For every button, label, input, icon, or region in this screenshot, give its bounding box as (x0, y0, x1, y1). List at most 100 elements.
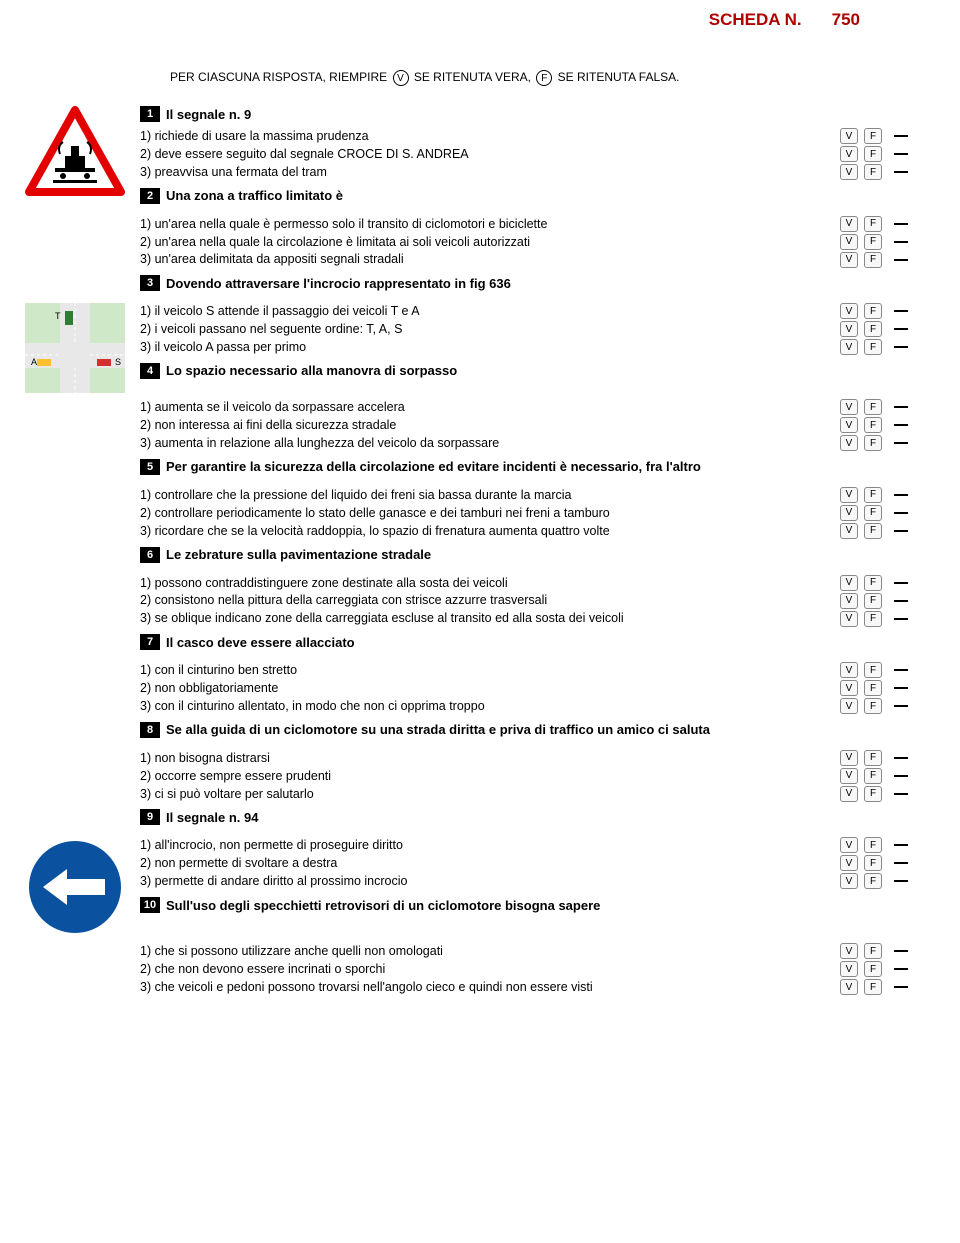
v-button[interactable]: V (840, 435, 858, 451)
answer-dash-icon (894, 793, 908, 795)
v-button[interactable]: V (840, 979, 858, 995)
vf-column: VF VF VF (840, 128, 920, 182)
v-button[interactable]: V (840, 786, 858, 802)
f-button[interactable]: F (864, 837, 882, 853)
f-button[interactable]: F (864, 698, 882, 714)
f-button[interactable]: F (864, 216, 882, 232)
question-number: 6 (140, 547, 160, 563)
v-button[interactable]: V (840, 873, 858, 889)
v-button[interactable]: V (840, 128, 858, 144)
f-button[interactable]: F (864, 575, 882, 591)
answer-dash-icon (894, 880, 908, 882)
f-button[interactable]: F (864, 321, 882, 337)
f-button[interactable]: F (864, 164, 882, 180)
question-block: 1) controllare che la pressione del liqu… (20, 487, 920, 569)
answer-line: 3) preavvisa una fermata del tram (140, 164, 840, 181)
answer-line: 2) consistono nella pittura della carreg… (140, 592, 840, 609)
f-button[interactable]: F (864, 611, 882, 627)
v-button[interactable]: V (840, 399, 858, 415)
v-button[interactable]: V (840, 575, 858, 591)
sheet-header: SCHEDA N. 750 (20, 10, 920, 30)
v-button[interactable]: V (840, 164, 858, 180)
v-button[interactable]: V (840, 417, 858, 433)
question-block: 1) non bisogna distrarsi 2) occorre semp… (20, 750, 920, 832)
answers-text: 1) un'area nella quale è permesso solo i… (140, 216, 840, 270)
answer-line: 3) aumenta in relazione alla lunghezza d… (140, 435, 840, 452)
v-button[interactable]: V (840, 339, 858, 355)
v-button[interactable]: V (840, 750, 858, 766)
answers-row: 1) il veicolo S attende il passaggio dei… (140, 303, 920, 357)
answer-line: 3) il veicolo A passa per primo (140, 339, 840, 356)
answers-text: 1) che si possono utilizzare anche quell… (140, 943, 840, 997)
v-button[interactable]: V (840, 234, 858, 250)
v-button[interactable]: V (840, 855, 858, 871)
v-button[interactable]: V (840, 662, 858, 678)
f-button[interactable]: F (864, 399, 882, 415)
question-block: 1) con il cinturino ben stretto 2) non o… (20, 662, 920, 744)
question-title-row: 1 Il segnale n. 9 (140, 106, 920, 122)
figure-column (20, 943, 140, 1003)
questions-container: 1 Il segnale n. 9 1) richiede di usare l… (20, 106, 920, 1009)
v-button[interactable]: V (840, 593, 858, 609)
answer-dash-icon (894, 757, 908, 759)
f-button[interactable]: F (864, 786, 882, 802)
question-number: 9 (140, 809, 160, 825)
v-button[interactable]: V (840, 523, 858, 539)
v-button[interactable]: V (840, 487, 858, 503)
v-button[interactable]: V (840, 146, 858, 162)
f-button[interactable]: F (864, 303, 882, 319)
question-title-row: 9 Il segnale n. 94 (140, 809, 920, 825)
answer-line: 2) non obbligatoriamente (140, 680, 840, 697)
v-button[interactable]: V (840, 768, 858, 784)
vf-column: VF VF VF (840, 303, 920, 357)
question-block: T A S 1) il veicolo S attende il passagg… (20, 303, 920, 393)
v-button[interactable]: V (840, 216, 858, 232)
f-button[interactable]: F (864, 662, 882, 678)
question-block: 1) all'incrocio, non permette di prosegu… (20, 837, 920, 937)
f-button[interactable]: F (864, 252, 882, 268)
vf-column: VF VF VF (840, 487, 920, 541)
f-button[interactable]: F (864, 435, 882, 451)
v-button[interactable]: V (840, 961, 858, 977)
answers-text: 1) aumenta se il veicolo da sorpassare a… (140, 399, 840, 453)
v-button[interactable]: V (840, 943, 858, 959)
f-button[interactable]: F (864, 417, 882, 433)
vf-column: VF VF VF (840, 399, 920, 453)
v-button[interactable]: V (840, 698, 858, 714)
svg-text:A: A (31, 357, 37, 367)
v-button[interactable]: V (840, 252, 858, 268)
f-button[interactable]: F (864, 128, 882, 144)
v-button[interactable]: V (840, 303, 858, 319)
f-button[interactable]: F (864, 979, 882, 995)
f-button[interactable]: F (864, 505, 882, 521)
answer-line: 2) che non devono essere incrinati o spo… (140, 961, 840, 978)
f-button[interactable]: F (864, 768, 882, 784)
f-button[interactable]: F (864, 961, 882, 977)
f-button[interactable]: F (864, 855, 882, 871)
answer-dash-icon (894, 950, 908, 952)
answers-text: 1) controllare che la pressione del liqu… (140, 487, 840, 541)
figure-column (20, 399, 140, 481)
f-button[interactable]: F (864, 680, 882, 696)
f-button[interactable]: F (864, 593, 882, 609)
sheet-label: SCHEDA N. (709, 10, 802, 30)
answer-dash-icon (894, 346, 908, 348)
f-button[interactable]: F (864, 487, 882, 503)
v-button[interactable]: V (840, 321, 858, 337)
v-sample-icon: V (393, 70, 409, 86)
f-button[interactable]: F (864, 234, 882, 250)
f-button[interactable]: F (864, 523, 882, 539)
f-button[interactable]: F (864, 146, 882, 162)
question-title: Il segnale n. 9 (166, 107, 251, 122)
f-button[interactable]: F (864, 339, 882, 355)
v-button[interactable]: V (840, 611, 858, 627)
answer-line: 2) i veicoli passano nel seguente ordine… (140, 321, 840, 338)
v-button[interactable]: V (840, 837, 858, 853)
f-button[interactable]: F (864, 873, 882, 889)
f-button[interactable]: F (864, 943, 882, 959)
v-button[interactable]: V (840, 680, 858, 696)
f-button[interactable]: F (864, 750, 882, 766)
question-title: Le zebrature sulla pavimentazione strada… (166, 547, 431, 562)
v-button[interactable]: V (840, 505, 858, 521)
svg-text:T: T (55, 311, 61, 321)
